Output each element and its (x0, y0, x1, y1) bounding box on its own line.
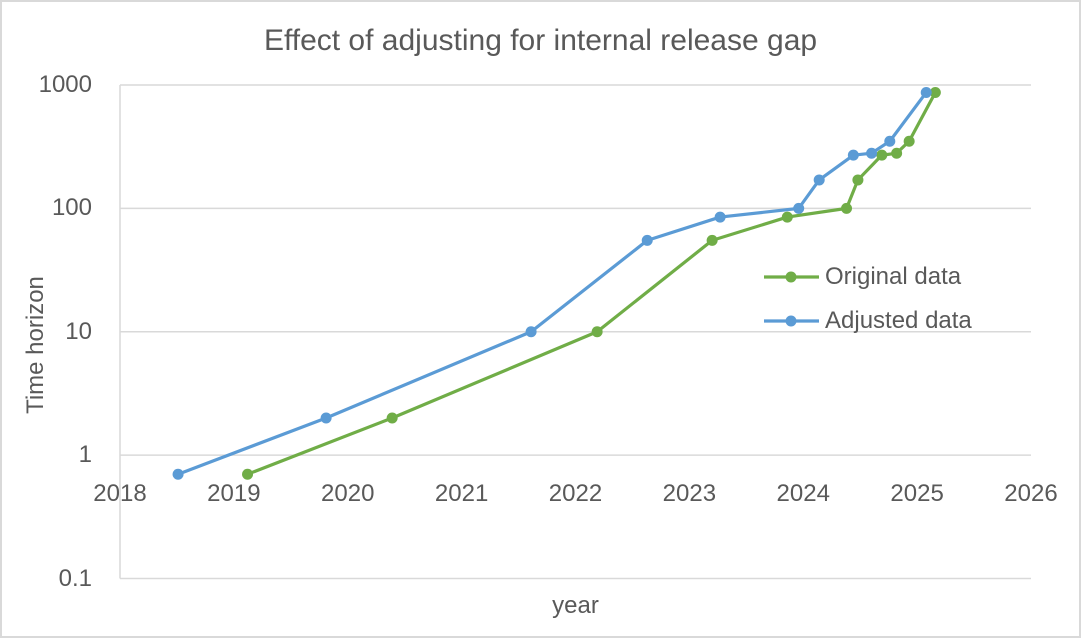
data-point-marker (591, 326, 603, 338)
x-axis-title: year (552, 592, 599, 619)
x-tick-label: 2020 (321, 480, 375, 507)
data-point-marker (641, 234, 653, 246)
legend-label-original: Original data (825, 263, 962, 290)
data-point-marker (320, 412, 332, 424)
y-tick-label: 1000 (38, 71, 92, 98)
data-point-marker (813, 174, 825, 186)
x-tick-label: 2023 (662, 480, 717, 507)
data-point-marker (852, 174, 864, 186)
y-tick-label: 1 (78, 441, 92, 469)
data-point-marker (172, 468, 184, 480)
legend: Original data Adjusted data (763, 255, 972, 343)
data-point-marker (841, 202, 853, 214)
y-tick-label: 100 (51, 194, 92, 222)
x-tick-label: 2026 (1004, 480, 1058, 507)
y-axis-title: Time horizon (22, 276, 49, 414)
legend-line-marker-icon (764, 315, 819, 327)
data-point-marker (525, 326, 537, 338)
data-point-marker (891, 147, 903, 159)
data-point-marker (903, 135, 915, 147)
series-original-data (242, 86, 941, 480)
data-point-marker (884, 135, 896, 147)
data-point-marker (706, 234, 718, 246)
x-tick-label: 2019 (207, 480, 261, 507)
legend-label-adjusted: Adjusted data (825, 307, 972, 334)
series-adjusted-data (172, 86, 932, 480)
data-point-marker (386, 412, 398, 424)
data-point-marker (793, 202, 805, 214)
gridlines (120, 84, 1031, 580)
data-point-marker (242, 468, 254, 480)
legend-item-original: Original data (763, 255, 972, 299)
x-tick-label: 2024 (776, 480, 830, 507)
x-tick-label: 2021 (434, 480, 489, 507)
x-tick-label: 2022 (548, 480, 603, 507)
y-tick-label: 10 (65, 317, 92, 345)
data-point-marker (920, 86, 932, 98)
x-tick-label: 2018 (93, 480, 147, 507)
x-tick-label: 2025 (890, 480, 944, 507)
data-point-marker (714, 211, 726, 223)
data-point-marker (847, 149, 859, 161)
legend-line-marker-icon (764, 271, 819, 283)
data-point-marker (929, 86, 941, 98)
legend-item-adjusted: Adjusted data (763, 299, 972, 343)
y-tick-label: 0.1 (58, 564, 92, 592)
chart-title: Effect of adjusting for internal release… (263, 24, 818, 57)
data-point-marker (781, 211, 793, 223)
data-point-marker (866, 147, 878, 159)
data-point-marker (876, 149, 888, 161)
